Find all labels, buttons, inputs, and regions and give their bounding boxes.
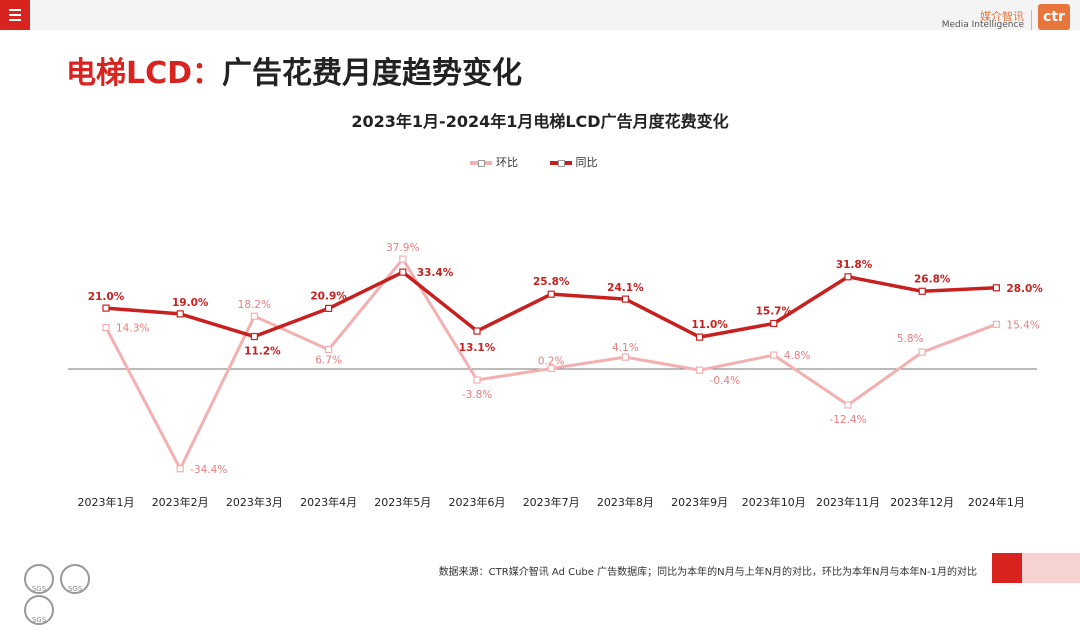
data-point-mom [399,255,407,263]
data-point-mom [992,320,1001,328]
data-label-yoy: 15.7% [756,305,793,317]
data-label-yoy: 31.8% [836,259,873,271]
data-label-mom: -34.4% [190,464,227,476]
data-label-mom: -3.8% [462,389,492,401]
data-label-yoy: 19.0% [172,297,209,309]
top-bar [0,0,1080,30]
data-label-mom: -12.4% [829,414,866,426]
x-tick-label: 2024年1月 [968,495,1025,509]
data-point-mom [250,312,258,320]
data-label-mom: 6.7% [315,355,342,367]
logo-cn-text: 媒介智讯 [980,10,1024,23]
data-point-yoy [176,310,184,318]
x-tick-label: 2023年7月 [523,495,580,509]
ctr-logo: 媒介智讯 Media Intelligence ctr [942,4,1072,30]
ctr-logo-mark: ctr [1038,4,1070,30]
data-point-mom [547,364,555,373]
corner-block-red [992,553,1022,583]
data-point-mom [918,348,926,356]
x-tick-label: 2023年1月 [78,495,135,509]
x-tick-label: 2023年8月 [597,495,654,509]
chart-legend: 环比 同比 [470,154,626,170]
data-point-mom [621,353,630,361]
data-point-mom [695,366,704,374]
data-point-yoy [547,290,555,298]
x-tick-label: 2023年12月 [890,495,954,509]
legend-label-yoy: 同比 [575,156,598,169]
x-tick-label: 2023年4月 [300,495,357,509]
legend-swatch-yoy [549,160,572,167]
data-point-mom [176,465,184,473]
menu-button[interactable] [0,0,30,30]
data-label-yoy: 11.2% [244,346,281,358]
data-point-yoy [102,304,110,312]
page-title-accent: 电梯LCD： [66,56,223,91]
data-point-yoy [770,319,778,328]
data-point-mom [770,351,778,359]
x-tick-label: 2023年10月 [742,495,806,509]
data-label-yoy: 20.9% [310,290,347,302]
logo-divider [1031,10,1032,30]
data-point-yoy [918,287,926,295]
x-tick-label: 2023年9月 [671,495,728,509]
data-label-mom: 0.2% [538,355,565,367]
data-label-yoy: 26.8% [914,273,951,285]
hamburger-icon [9,9,21,11]
legend-item-yoy: 同比 [549,154,598,170]
x-tick-label: 2023年3月 [226,495,283,509]
data-label-yoy: 11.0% [691,319,728,331]
line-chart: 2023年1月 2023年2月 2023年3月 2023年4月 2023年5月 2023年… [68,242,1043,509]
sgs-badge: SGS [24,564,54,594]
x-tick-label: 2023年5月 [374,495,431,509]
data-label-mom: 18.2% [238,299,271,311]
data-point-yoy [399,268,407,276]
data-label-yoy: 24.1% [607,282,644,294]
sgs-badge: SGS [60,564,91,594]
data-label-yoy: 13.1% [459,342,496,354]
legend-item-mom: 环比 [470,154,518,170]
logo-en-text: Media Intelligence [941,20,1024,30]
data-point-yoy [250,332,258,341]
corner-block-pink [1022,553,1080,583]
x-tick-label: 2023年6月 [449,495,506,509]
data-source-note: 数据来源：CTR媒介智讯 Ad Cube 广告数据库；同比为本年的N月与上年N月… [438,567,977,578]
data-label-mom: 15.4% [1006,319,1039,331]
x-tick-label: 2023年11月 [816,495,880,509]
data-point-mom [844,401,852,409]
page-title-rest: 广告花费月度趋势变化 [222,56,523,91]
sgs-badge: SGS [24,595,54,625]
legend-label-mom: 环比 [496,156,518,169]
hamburger-icon-bar [9,19,21,21]
data-label-mom: 4.8% [784,350,811,362]
data-point-yoy [992,284,1001,292]
data-point-mom [102,323,110,332]
chart-title: 2023年1月-2024年1月电梯LCD广告月度花费变化 [351,112,729,131]
data-label-yoy: 21.0% [88,291,125,303]
data-label-mom: 14.3% [116,323,149,335]
data-label-yoy: 33.4% [417,267,454,279]
data-point-yoy [621,295,630,303]
data-point-mom [325,345,333,354]
certification-badges: SGS SGS SGS [24,564,124,625]
data-point-yoy [695,333,704,341]
data-label-mom: 37.9% [386,242,419,254]
page-title: 电梯LCD：广告花费月度趋势变化 [66,48,522,92]
data-label-yoy: 25.8% [533,276,570,288]
hamburger-icon-bar [9,14,21,16]
data-label-mom: -0.4% [710,375,740,387]
legend-swatch-mom [470,160,492,167]
data-label-mom: 4.1% [612,342,639,354]
data-point-mom [473,376,481,384]
x-tick-label: 2023年2月 [152,495,209,509]
data-point-yoy [473,327,481,335]
data-point-yoy [325,304,333,312]
data-label-mom: 5.8% [897,333,924,345]
data-point-yoy [844,273,852,281]
data-label-yoy: 28.0% [1006,283,1043,295]
